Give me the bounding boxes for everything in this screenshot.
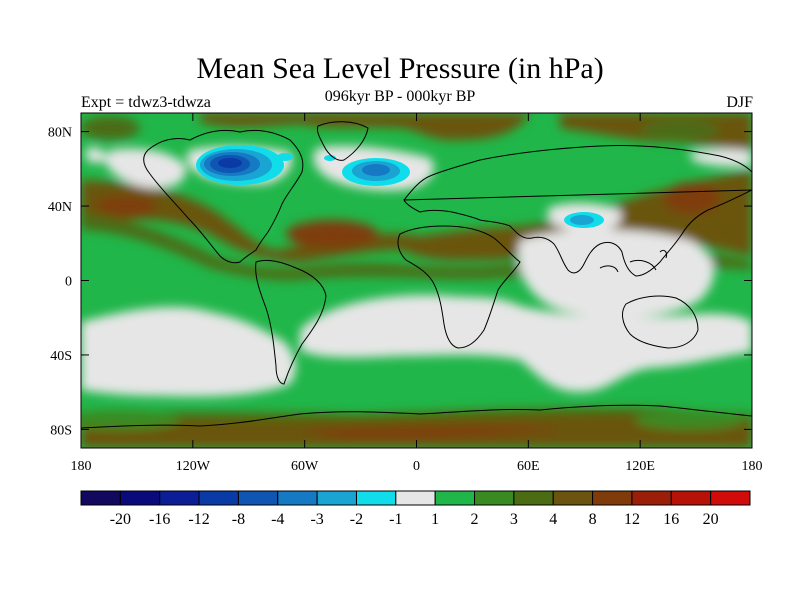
colorbar-label: 20 (703, 511, 719, 528)
colorbar-swatch (198, 490, 239, 506)
colorbar-swatch (277, 490, 318, 506)
colorbar-label: -1 (389, 511, 402, 528)
lat-tick-label: 0 (65, 275, 72, 290)
lon-axis: 180 120W 60W 0 60E 120E 180 (71, 113, 763, 474)
coast-south-america (255, 259, 327, 385)
colorbar-swatch (159, 490, 200, 506)
field-white-indo (518, 229, 714, 318)
coast-greenland (317, 121, 369, 161)
colorbar-label: -12 (188, 511, 209, 528)
colorbar-label: -16 (149, 511, 170, 528)
colorbar-label: -3 (310, 511, 323, 528)
colorbar-label: 8 (589, 511, 597, 528)
map-title: Mean Sea Level Pressure (in hPa) (196, 52, 604, 85)
colorbar-swatch (355, 490, 397, 506)
experiment-label: Expt = tdwz3-tdwza (81, 94, 211, 111)
field-dark-brown-antarctica (300, 425, 560, 439)
colorbar-label: 3 (510, 511, 518, 528)
field-dark-brown-asia (664, 182, 720, 214)
colorbar-swatch (631, 490, 672, 506)
colorbar-label: 12 (624, 511, 640, 528)
colorbar-swatch (552, 490, 594, 506)
lon-tick-label: 120W (176, 459, 211, 474)
colorbar-swatch (80, 490, 121, 506)
lat-tick-label: 40S (50, 349, 72, 364)
colorbar-swatch (316, 490, 357, 506)
field-white-patagonia (200, 344, 262, 368)
lon-tick-label: 60W (291, 459, 319, 474)
coast-maritime-continent (599, 249, 667, 273)
field-white-nw (105, 148, 186, 189)
nam-low-core (218, 158, 242, 168)
field-tibet-low (564, 212, 604, 228)
coastlines (81, 121, 752, 429)
field-nordic-low (342, 158, 410, 186)
coast-antarctica (81, 404, 752, 429)
colorbar-label: -4 (271, 511, 284, 528)
colorbar-swatch (434, 490, 476, 506)
lon-tick-label: 180 (71, 459, 92, 474)
colorbar-swatch (710, 490, 751, 506)
colorbar-label: 16 (663, 511, 679, 528)
arctic-low-b (324, 155, 336, 161)
colorbar-swatch (513, 490, 554, 506)
field-olive-nw (81, 116, 140, 140)
map-subtitle: 096kyr BP - 000kyr BP (324, 88, 476, 105)
tibet-low-lightblue (570, 215, 594, 225)
colorbar-label: 4 (549, 511, 557, 528)
field-dark-brown-atlantic (286, 220, 378, 248)
season-label: DJF (726, 94, 753, 111)
coast-africa (397, 225, 521, 349)
colorbar-label: -20 (110, 511, 131, 528)
field-olive-south-pacific (81, 410, 180, 430)
field-olive-southeast (635, 410, 745, 430)
field-arctic-lows (277, 153, 336, 161)
field-olive-ne (640, 120, 720, 140)
colorbar-label: -2 (350, 511, 363, 528)
colorbar-swatch (237, 490, 279, 506)
map-field (81, 113, 752, 448)
colorbar: -20 -16 -12 -8 -4 -3 -2 -1 1 2 3 4 8 12 16 20 (80, 490, 751, 528)
field-white-south-pacific (81, 306, 296, 397)
lon-tick-label: 120E (625, 459, 655, 474)
colorbar-swatch (395, 490, 436, 506)
colorbar-label: 1 (431, 511, 439, 528)
arctic-low-a (277, 153, 293, 161)
colorbar-swatch (474, 490, 515, 506)
lon-tick-label: 180 (742, 459, 763, 474)
coast-europe-asia (403, 144, 752, 277)
coast-north-america (143, 129, 304, 264)
lat-tick-label: 80S (50, 423, 72, 438)
lat-tick-label: 40N (48, 200, 72, 215)
colorbar-label: 2 (471, 511, 479, 528)
field-white-nwwest (86, 147, 108, 163)
colorbar-swatch (119, 490, 161, 506)
nordic-low-blue (362, 164, 390, 176)
colorbar-label: -8 (232, 511, 245, 528)
field-dark-brown-pacific (96, 196, 156, 216)
lat-tick-label: 80N (48, 126, 72, 141)
lon-tick-label: 60E (517, 459, 540, 474)
field-north-america-low (196, 145, 284, 185)
coast-australia (622, 295, 699, 349)
colorbar-swatch (670, 490, 712, 506)
colorbar-swatch (592, 490, 633, 506)
lon-tick-label: 0 (413, 459, 420, 474)
lat-axis: 80N 40N 0 40S 80S (48, 126, 752, 438)
field-white-south-atlantic-indian (300, 295, 752, 392)
